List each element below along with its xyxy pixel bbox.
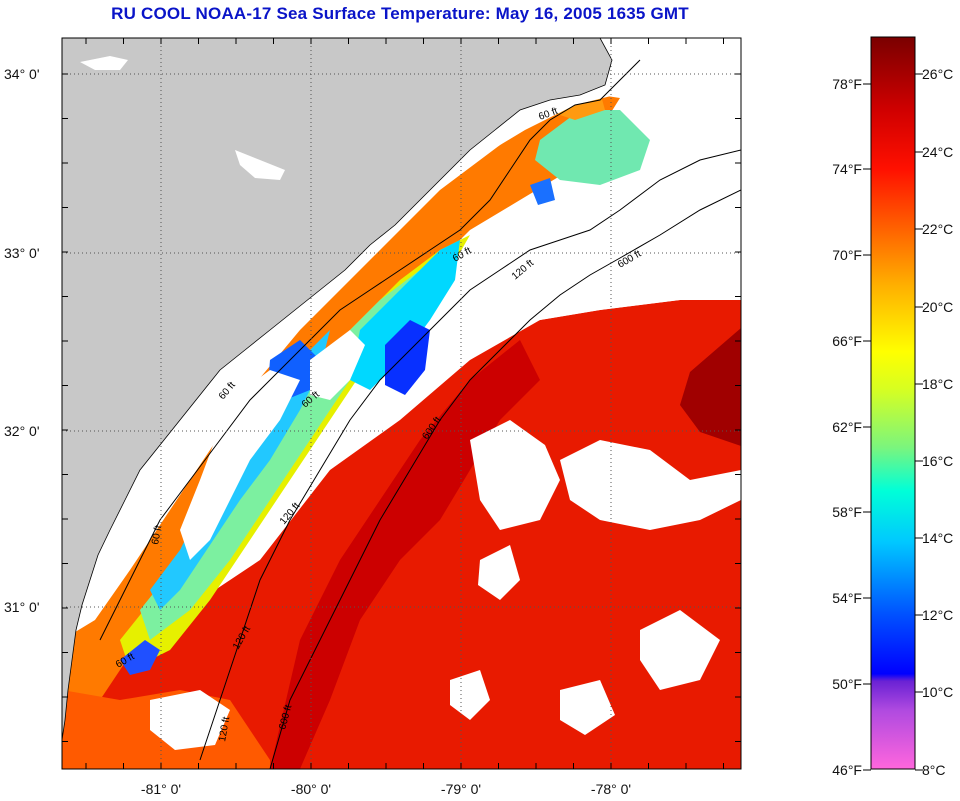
colorbar [870, 36, 916, 770]
colorbar-celsius-label: 22°C [922, 221, 953, 237]
latitude-label: 31° 0' [4, 599, 40, 615]
cloud-over-land-1 [80, 56, 128, 70]
cloud-south-2 [560, 680, 615, 735]
colorbar-celsius-label: 20°C [922, 299, 953, 315]
cloud-over-land-2 [235, 150, 285, 180]
cloud-east-1 [560, 440, 741, 530]
cloud-inner-shelf [180, 370, 300, 560]
sst-blue-north [530, 178, 555, 205]
colorbar-celsius-label: 14°C [922, 530, 953, 546]
colorbar-celsius-label: 26°C [922, 66, 953, 82]
contour-60ft [99, 59, 641, 641]
longitude-label: -81° 0' [141, 781, 181, 797]
map-title: RU COOL NOAA-17 Sea Surface Temperature:… [111, 4, 689, 23]
cloud-south-1 [450, 670, 490, 720]
colorbar-fahrenheit-label: 74°F [832, 161, 862, 177]
sst-blue-south [120, 640, 160, 675]
colorbar-celsius-label: 12°C [922, 607, 953, 623]
colorbar-fahrenheit-label: 70°F [832, 247, 862, 263]
land-mass [62, 38, 613, 741]
colorbar-fahrenheit-label: 78°F [832, 76, 862, 92]
colorbar-fahrenheit-label: 54°F [832, 590, 862, 606]
bathymetry-contours [99, 59, 741, 769]
contour-120ft [199, 149, 741, 761]
colorbar-celsius-label: 16°C [922, 453, 953, 469]
axis-ticks [62, 38, 741, 769]
longitude-label: -79° 0' [441, 781, 481, 797]
longitude-label: -78° 0' [591, 781, 631, 797]
colorbar-celsius-label: 18°C [922, 376, 953, 392]
colorbar-fahrenheit-label: 58°F [832, 504, 862, 520]
colorbar-celsius-label: 10°C [922, 684, 953, 700]
depth-label: 60 ft [150, 524, 164, 545]
longitude-label: -80° 0' [291, 781, 331, 797]
cloud-east-2 [478, 545, 520, 600]
cloud-mid-shelf [310, 330, 365, 400]
colorbar-fahrenheit-labels: 78°F 74°F 70°F 66°F 62°F 58°F 54°F 50°F 46°F [832, 76, 862, 778]
depth-label: 120 ft [217, 716, 232, 743]
cloud-east-3 [640, 610, 720, 690]
colorbar-fahrenheit-label: 46°F [832, 762, 862, 778]
sst-dark-red-patch [680, 328, 741, 446]
latitude-label: 34° 0' [4, 66, 40, 82]
sst-green-north [535, 110, 650, 185]
colorbar-celsius-label: 24°C [922, 144, 953, 160]
colorbar-celsius-labels: 26°C 24°C 22°C 20°C 18°C 16°C 14°C 12°C 10°C 8°C [922, 66, 953, 778]
sst-cyan-mid [350, 240, 460, 390]
colorbar-ticks [863, 73, 923, 771]
latitude-label: 33° 0' [4, 245, 40, 261]
cloud-nearshore-south [150, 690, 230, 750]
cloud-offshore-center [470, 420, 560, 530]
map-frame [61, 37, 742, 770]
colorbar-fahrenheit-label: 66°F [832, 333, 862, 349]
colorbar-fahrenheit-label: 50°F [832, 676, 862, 692]
colorbar-fahrenheit-label: 62°F [832, 419, 862, 435]
latitude-labels: 34° 0' 33° 0' 32° 0' 31° 0' [4, 66, 40, 615]
colorbar-celsius-label: 8°C [922, 762, 946, 778]
latitude-label: 32° 0' [4, 423, 40, 439]
sst-blue-mid [385, 320, 430, 395]
contour-600ft [269, 189, 741, 769]
longitude-labels: -81° 0' -80° 0' -79° 0' -78° 0' [141, 781, 631, 797]
